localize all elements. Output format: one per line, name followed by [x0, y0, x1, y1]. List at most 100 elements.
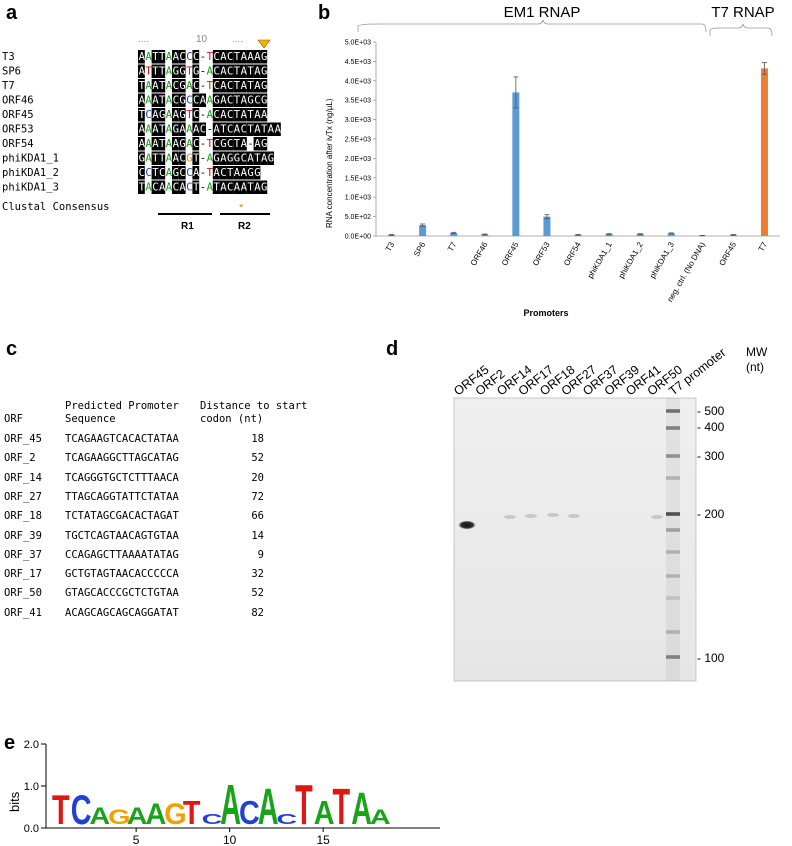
alignment-base: G: [159, 109, 165, 121]
alignment-base: G: [247, 167, 253, 179]
alignment-base: A: [254, 124, 261, 136]
x-axis-label: Promoters: [523, 308, 568, 318]
alignment-base: T: [139, 80, 146, 92]
bar: [667, 233, 675, 236]
consensus-mark: *: [239, 202, 244, 214]
alignment-cell-bg: [212, 108, 220, 122]
table-cell-distance: 14: [251, 529, 264, 542]
x-tick-label: ORF46: [469, 240, 490, 267]
alignment-cell-bg: [233, 108, 240, 122]
logo-letter: C: [239, 794, 260, 831]
alignment-cell-bg: [240, 166, 247, 180]
table-cell-sequence: TGCTCAGTAACAGTGTAA: [65, 529, 179, 542]
region-label-r1: R1: [181, 221, 194, 232]
alignment-base: A: [166, 109, 173, 121]
alignment-seq-name: ORF45: [2, 109, 34, 121]
alignment-cell-bg: [219, 180, 227, 194]
alignment-base: G: [261, 138, 267, 150]
alignment-base: G: [179, 95, 185, 107]
alignment-cell-bg: [172, 151, 179, 165]
alignment-base: C: [139, 167, 145, 179]
alignment-base: G: [193, 66, 199, 78]
table-cell-orf: ORF_41: [4, 606, 42, 619]
alignment-cell-bg: [233, 122, 240, 136]
table-cell-sequence: TCAGAAGGCTTAGCATAG: [65, 452, 179, 465]
alignment-base: T: [220, 124, 227, 136]
alignment-cell-bg: [253, 79, 261, 93]
alignment-cell-bg: [138, 137, 145, 151]
table-cell-orf: ORF_14: [4, 471, 42, 484]
alignment-base: A: [220, 153, 227, 165]
alignment-cell-bg: [260, 180, 268, 194]
alignment-base: T: [227, 167, 234, 179]
y-axis-label: RNA concentration after ivTx (ng/µL): [325, 98, 334, 228]
consensus-label: Clustal Consensus: [2, 201, 109, 213]
alignment-base: T: [193, 153, 200, 165]
alignment-base: A: [186, 124, 193, 136]
alignment-cell-bg: [260, 108, 268, 122]
table-cell-sequence: GCTGTAGTAACACCCCCA: [65, 568, 179, 581]
alignment-cell-bg: [226, 64, 234, 78]
alignment-base: C: [213, 109, 219, 121]
mw-marker-label: - 300: [697, 449, 725, 463]
alignment-base: -: [200, 182, 206, 194]
logo-x-tick-label: 15: [316, 833, 330, 846]
alignment-cell-bg: [151, 180, 159, 194]
alignment-cell-bg: [253, 93, 261, 107]
logo-y-tick-label: 0.0: [24, 823, 39, 835]
alignment-base: G: [261, 51, 267, 63]
logo-letter: T: [295, 772, 313, 836]
alignment-cell-bg: [138, 64, 145, 78]
alignment-base: T: [247, 80, 254, 92]
gel-band-faint: [547, 513, 559, 517]
alignment-cell-bg: [178, 108, 186, 122]
table-cell-distance: 82: [251, 606, 264, 619]
alignment-base: C: [145, 167, 151, 179]
alignment-base: G: [139, 153, 145, 165]
alignment-base: G: [179, 138, 185, 150]
group-label-t7: T7 RNAP: [711, 4, 774, 21]
alignment-base: A: [166, 153, 173, 165]
x-tick-label: ORF53: [531, 240, 552, 267]
alignment-cell-bg: [233, 180, 240, 194]
alignment-cell-bg: [233, 93, 240, 107]
table-cell-sequence: ACAGCAGCAGCAGGATAT: [65, 606, 179, 619]
bar: [636, 234, 644, 236]
alignment-base: G: [220, 138, 226, 150]
alignment-cell-bg: [158, 122, 166, 136]
alignment-cell-bg: [172, 79, 179, 93]
alignment-base: A: [213, 167, 220, 179]
alignment-base: G: [179, 109, 185, 121]
alignment-base: A: [152, 138, 159, 150]
alignment-base: A: [186, 138, 193, 150]
alignment-base: G: [213, 95, 219, 107]
alignment-base: T: [159, 124, 166, 136]
alignment-cell-bg: [212, 166, 220, 180]
alignment-base: A: [179, 182, 186, 194]
alignment-cell-bg: [192, 64, 200, 78]
logo-letter: A: [89, 802, 110, 829]
logo-letter: T: [183, 794, 201, 831]
alignment-cell-bg: [260, 137, 268, 151]
alignment-base: G: [261, 80, 267, 92]
alignment-cell-bg: [253, 166, 261, 180]
alignment-base: A: [166, 167, 173, 179]
mw-marker-label: - 500: [697, 404, 725, 418]
alignment-seq-name: ORF46: [2, 95, 34, 107]
alignment-base: C: [179, 167, 185, 179]
x-tick-label: SP6: [412, 240, 428, 258]
ladder-band: [666, 550, 680, 554]
alignment-cell-bg: [246, 108, 254, 122]
alignment-base: C: [213, 138, 219, 150]
alignment-cell-bg: [253, 64, 261, 78]
alignment-cell-bg: [226, 79, 234, 93]
header-orf: ORF: [4, 413, 23, 425]
group-label-em1: EM1 RNAP: [504, 4, 581, 21]
alignment-base: A: [145, 51, 152, 63]
alignment-base: A: [166, 80, 173, 92]
alignment-cell-bg: [240, 151, 247, 165]
alignment-base: -: [200, 66, 206, 78]
alignment-cell-bg: [226, 108, 234, 122]
alignment-base: A: [207, 66, 214, 78]
alignment-base: A: [241, 51, 248, 63]
